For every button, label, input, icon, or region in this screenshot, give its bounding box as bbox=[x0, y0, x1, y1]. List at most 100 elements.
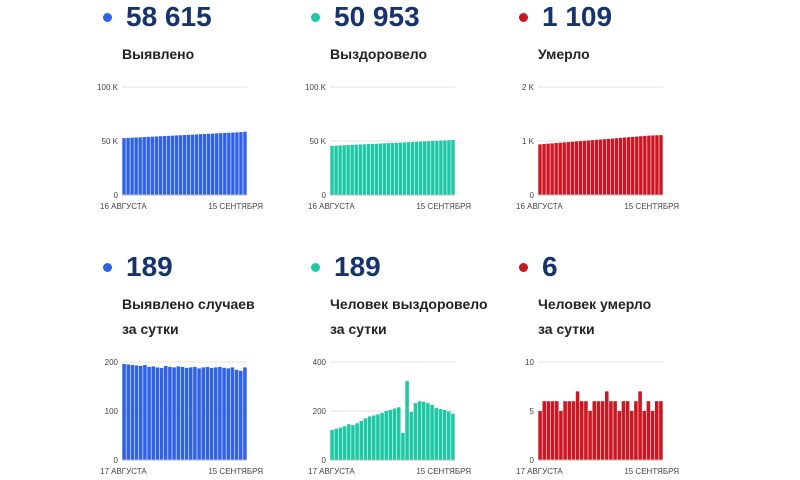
y-tick-label: 400 bbox=[313, 358, 327, 367]
bar bbox=[126, 137, 130, 195]
bar bbox=[598, 139, 603, 195]
y-tick-label: 200 bbox=[105, 358, 119, 367]
bar bbox=[554, 143, 558, 195]
bar bbox=[394, 142, 399, 195]
bar bbox=[380, 412, 384, 460]
bar bbox=[147, 366, 151, 460]
chart-deaths-total: 0 1 K 2 K 16 АВГУСТА 15 СЕНТЯБРЯ bbox=[516, 83, 679, 211]
stat-label-line-1: Умерло bbox=[538, 46, 590, 62]
bar bbox=[390, 142, 395, 195]
bar bbox=[604, 391, 609, 460]
bar bbox=[193, 366, 197, 460]
bar bbox=[143, 364, 147, 460]
bar bbox=[334, 428, 339, 460]
y-tick-label: 1 K bbox=[522, 137, 535, 146]
bar bbox=[443, 140, 447, 195]
bar bbox=[363, 418, 368, 460]
bar bbox=[627, 137, 631, 195]
x-tick-label-end: 15 СЕНТЯБРЯ bbox=[416, 202, 471, 211]
stat-value: 6 bbox=[516, 250, 558, 284]
x-tick-label-start: 17 АВГУСТА bbox=[308, 467, 355, 476]
bar bbox=[643, 135, 647, 195]
stat-label: Выявлено bbox=[122, 42, 194, 67]
bar bbox=[588, 411, 592, 460]
bar bbox=[586, 140, 591, 195]
bar bbox=[431, 141, 435, 195]
x-tick-label-start: 16 АВГУСТА bbox=[308, 202, 355, 211]
bar bbox=[351, 425, 355, 460]
bar bbox=[138, 137, 142, 195]
bar bbox=[222, 367, 226, 460]
bar bbox=[194, 134, 199, 195]
series-dot bbox=[519, 12, 528, 22]
bar bbox=[654, 401, 659, 460]
bar bbox=[435, 140, 439, 195]
bar bbox=[376, 414, 380, 460]
bar bbox=[388, 409, 393, 460]
bar bbox=[451, 413, 455, 460]
bar bbox=[609, 401, 613, 460]
bar bbox=[646, 401, 651, 460]
bar bbox=[401, 433, 405, 460]
bar bbox=[197, 368, 201, 460]
y-tick-label: 200 bbox=[313, 407, 327, 416]
bar bbox=[434, 408, 439, 460]
bar bbox=[134, 137, 138, 195]
stat-value: 189 bbox=[100, 250, 173, 284]
bar bbox=[417, 401, 422, 460]
stat-number: 189 bbox=[126, 251, 173, 282]
chart-recovered-daily: 0 200 400 17 АВГУСТА 15 СЕНТЯБРЯ bbox=[308, 358, 471, 476]
bar bbox=[558, 142, 562, 195]
bar bbox=[239, 132, 243, 195]
bar bbox=[550, 143, 554, 195]
bar bbox=[439, 140, 443, 195]
bar bbox=[409, 411, 414, 460]
bar bbox=[554, 401, 559, 460]
bar bbox=[538, 144, 542, 195]
bar bbox=[334, 145, 338, 195]
bar bbox=[226, 368, 231, 460]
bar bbox=[542, 401, 547, 460]
bar bbox=[163, 365, 168, 460]
bar bbox=[617, 411, 622, 460]
bar bbox=[219, 133, 223, 195]
bar bbox=[211, 133, 215, 195]
y-tick-label: 10 bbox=[525, 358, 534, 367]
series-dot bbox=[311, 12, 320, 22]
bar bbox=[243, 367, 247, 460]
bar bbox=[346, 424, 351, 460]
bar bbox=[130, 137, 134, 195]
y-tick-label: 0 bbox=[114, 191, 119, 200]
bar bbox=[427, 141, 431, 195]
bar bbox=[638, 391, 642, 460]
bar bbox=[150, 136, 154, 195]
y-tick-label: 50 K bbox=[102, 137, 119, 146]
bar bbox=[218, 366, 222, 460]
bar bbox=[546, 143, 550, 195]
x-tick-label-end: 15 СЕНТЯБРЯ bbox=[624, 467, 679, 476]
bar bbox=[596, 401, 601, 460]
bar bbox=[650, 411, 655, 460]
stat-label: Человек умерло за сутки bbox=[538, 292, 651, 342]
stat-number: 189 bbox=[334, 251, 381, 282]
bar bbox=[346, 145, 350, 195]
bar bbox=[382, 143, 387, 195]
bar bbox=[234, 369, 239, 460]
bar bbox=[406, 142, 411, 195]
bar bbox=[366, 144, 371, 195]
bar bbox=[563, 401, 567, 460]
bar bbox=[600, 401, 605, 460]
bar bbox=[606, 138, 611, 195]
bar bbox=[584, 401, 588, 460]
bar bbox=[367, 416, 372, 460]
bar bbox=[447, 140, 451, 195]
stat-number: 58 615 bbox=[126, 1, 212, 32]
bar bbox=[559, 411, 563, 460]
bar bbox=[546, 401, 551, 460]
bar bbox=[227, 132, 231, 195]
bar bbox=[206, 133, 211, 195]
x-tick-label-start: 17 АВГУСТА bbox=[516, 467, 563, 476]
bar bbox=[642, 411, 647, 460]
bar bbox=[386, 143, 391, 195]
bar bbox=[235, 132, 239, 195]
